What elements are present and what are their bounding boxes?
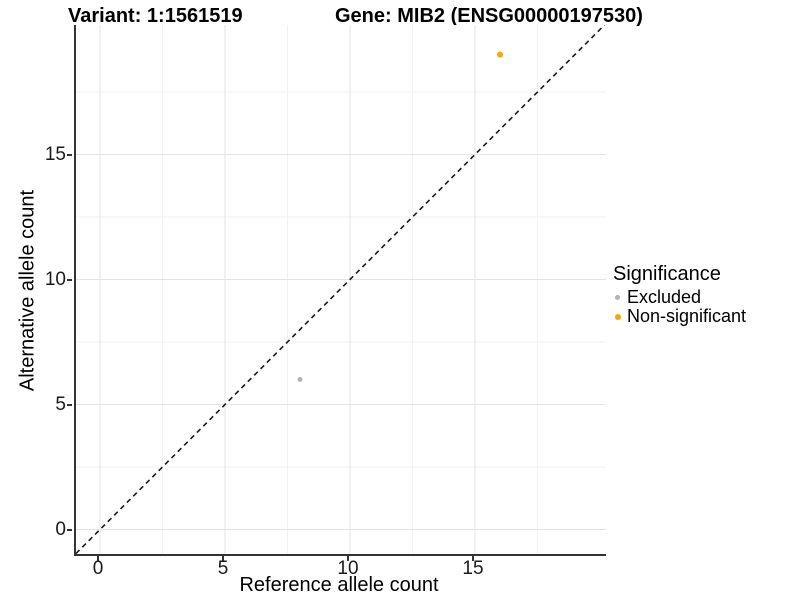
data-point-excluded bbox=[297, 377, 303, 382]
legend-item-label: Excluded bbox=[627, 287, 702, 307]
x-tick-mark bbox=[347, 556, 349, 561]
legend-item-label: Non-significant bbox=[627, 306, 747, 326]
plot-title-variant: Variant: 1:1561519 bbox=[68, 5, 243, 27]
x-tick-label: 5 bbox=[217, 558, 229, 579]
x-tick-label: 10 bbox=[337, 558, 359, 579]
y-axis-title: Alternative allele count bbox=[16, 189, 39, 392]
legend-item-non-significant: Non-significant bbox=[613, 306, 798, 326]
data-point-non-significant bbox=[497, 51, 503, 58]
identity-dashed-line bbox=[76, 25, 606, 554]
legend-item-excluded: Excluded bbox=[613, 287, 798, 307]
y-tick-mark bbox=[67, 403, 72, 406]
x-tick-mark bbox=[472, 556, 474, 561]
y-tick-mark bbox=[67, 278, 72, 281]
plot-area-svg bbox=[76, 25, 606, 554]
legend-title: Significance bbox=[613, 263, 721, 285]
legend-key-icon bbox=[613, 313, 627, 320]
y-tick-mark bbox=[67, 528, 72, 531]
legend: Significance Excluded Non-significant bbox=[613, 263, 798, 326]
x-tick-mark bbox=[97, 556, 99, 561]
legend-dot-icon bbox=[614, 313, 621, 320]
plot-title-gene: Gene: MIB2 (ENSG00000197530) bbox=[335, 5, 643, 27]
legend-dot-icon bbox=[615, 295, 620, 300]
y-tick-label: 5 bbox=[55, 393, 66, 415]
x-tick-label: 0 bbox=[92, 558, 104, 579]
y-tick-label: 10 bbox=[44, 268, 66, 290]
y-tick-label: 15 bbox=[44, 143, 66, 165]
x-tick-mark bbox=[222, 556, 224, 561]
legend-items: Excluded Non-significant bbox=[613, 287, 798, 326]
plot-panel bbox=[74, 25, 606, 556]
y-tick-label: 0 bbox=[55, 518, 66, 540]
x-axis-title: Reference allele count bbox=[239, 574, 439, 596]
x-tick-label: 15 bbox=[462, 558, 484, 579]
legend-key-icon bbox=[613, 295, 627, 300]
y-tick-mark bbox=[67, 153, 72, 156]
